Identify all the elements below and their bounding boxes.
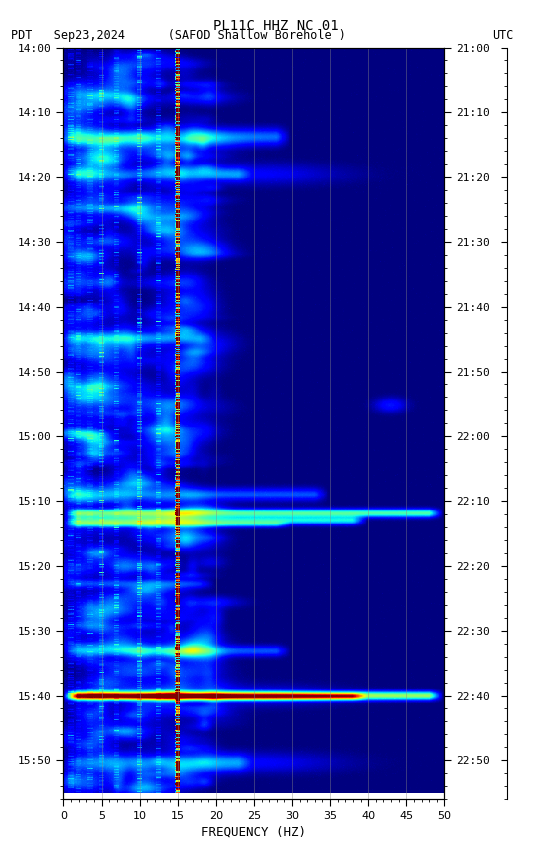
Text: PL11C HHZ NC 01: PL11C HHZ NC 01 [213, 19, 339, 33]
Text: UTC: UTC [492, 29, 513, 42]
X-axis label: FREQUENCY (HZ): FREQUENCY (HZ) [201, 825, 306, 838]
Text: PDT   Sep23,2024      (SAFOD Shallow Borehole ): PDT Sep23,2024 (SAFOD Shallow Borehole ) [11, 29, 346, 42]
